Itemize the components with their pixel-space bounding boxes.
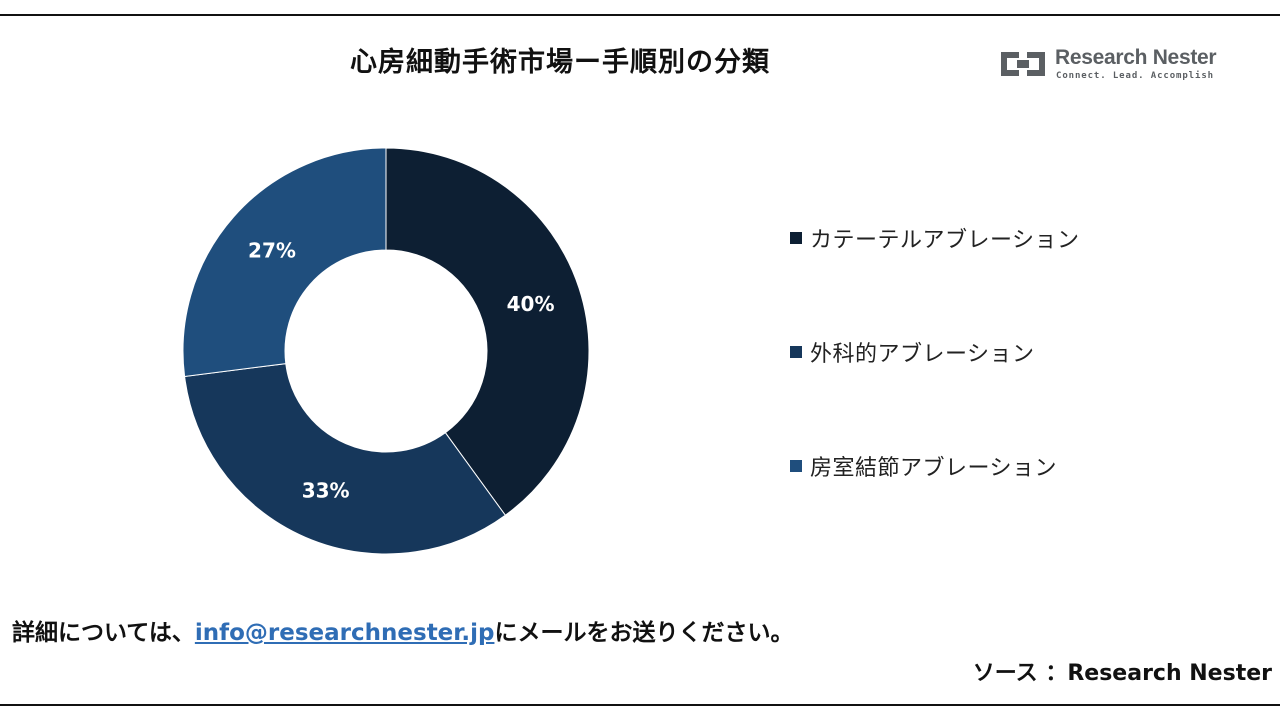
footer-note-suffix: にメールをお送りください。 (494, 620, 794, 646)
research-nester-logo: Research Nester Connect. Lead. Accomplis… (997, 44, 1237, 84)
donut-slice-0 (385, 147, 590, 516)
legend-swatch-1 (790, 346, 802, 358)
legend-swatch-2 (790, 460, 802, 472)
legend-label-2: 房室結節アブレーション (810, 456, 1058, 481)
legend-item-0: カテーテルアブレーション (790, 222, 1080, 254)
donut-data-label-0: 40% (507, 292, 555, 316)
logo-name: Research Nester (1055, 46, 1217, 69)
bottom-rule (0, 704, 1280, 706)
donut-data-labels: 40% 33% 27% (248, 238, 554, 502)
donut-slice-1 (184, 363, 507, 555)
donut-slice-2 (182, 147, 387, 378)
legend-label-0: カテーテルアブレーション (810, 228, 1080, 253)
footer-note: 詳細については、info@researchnester.jpにメールをお送りくだ… (12, 613, 793, 647)
email-link[interactable]: info@researchnester.jp (194, 620, 495, 646)
legend-item-1: 外科的アブレーション (790, 336, 1035, 368)
source-credit: ソース ：Research Nester (972, 661, 1272, 686)
legend-item-2: 房室結節アブレーション (790, 450, 1057, 482)
legend-swatch-0 (790, 232, 802, 244)
legend-label-1: 外科的アブレーション (810, 342, 1035, 367)
chart-title: 心房細動手術市場ー手順別の分類 (350, 47, 770, 78)
donut-data-label-2: 27% (248, 238, 296, 262)
footer-note-prefix: 詳細については、 (12, 620, 195, 646)
donut-data-label-1: 33% (302, 478, 350, 502)
top-rule (0, 14, 1280, 16)
donut-slices (182, 147, 590, 555)
logo-tagline: Connect. Lead. Accomplish (1056, 71, 1214, 81)
research-nester-logo-icon (1001, 52, 1045, 76)
